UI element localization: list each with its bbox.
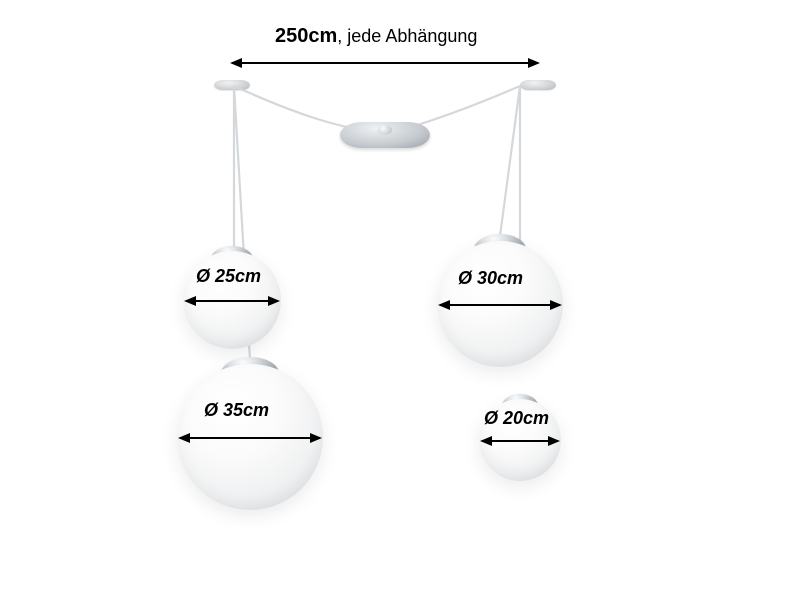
globe-25-dimension-label: Ø 25cm — [196, 266, 261, 287]
globe-25-dimension-arrow — [186, 300, 278, 302]
globe-20-dimension-label: Ø 20cm — [484, 408, 549, 429]
top-dimension-arrow — [232, 62, 538, 64]
ceiling-hub — [340, 122, 430, 148]
globe-35-dimension-label: Ø 35cm — [204, 400, 269, 421]
top-dimension-value: 250cm — [275, 25, 337, 47]
globe-30-dimension-label: Ø 30cm — [458, 268, 523, 289]
diagram-canvas: 250cm, jede Abhängung Ø 25cm Ø 35cm Ø 30cm… — [0, 0, 800, 600]
top-dimension-suffix: , jede Abhängung — [337, 26, 477, 46]
globe-20-dimension-arrow — [482, 440, 558, 442]
globe-30-dimension-arrow — [440, 304, 560, 306]
hub-knob — [378, 125, 392, 135]
globe-35-dimension-arrow — [180, 437, 320, 439]
top-dimension-label: 250cm, jede Abhängung — [275, 25, 477, 48]
